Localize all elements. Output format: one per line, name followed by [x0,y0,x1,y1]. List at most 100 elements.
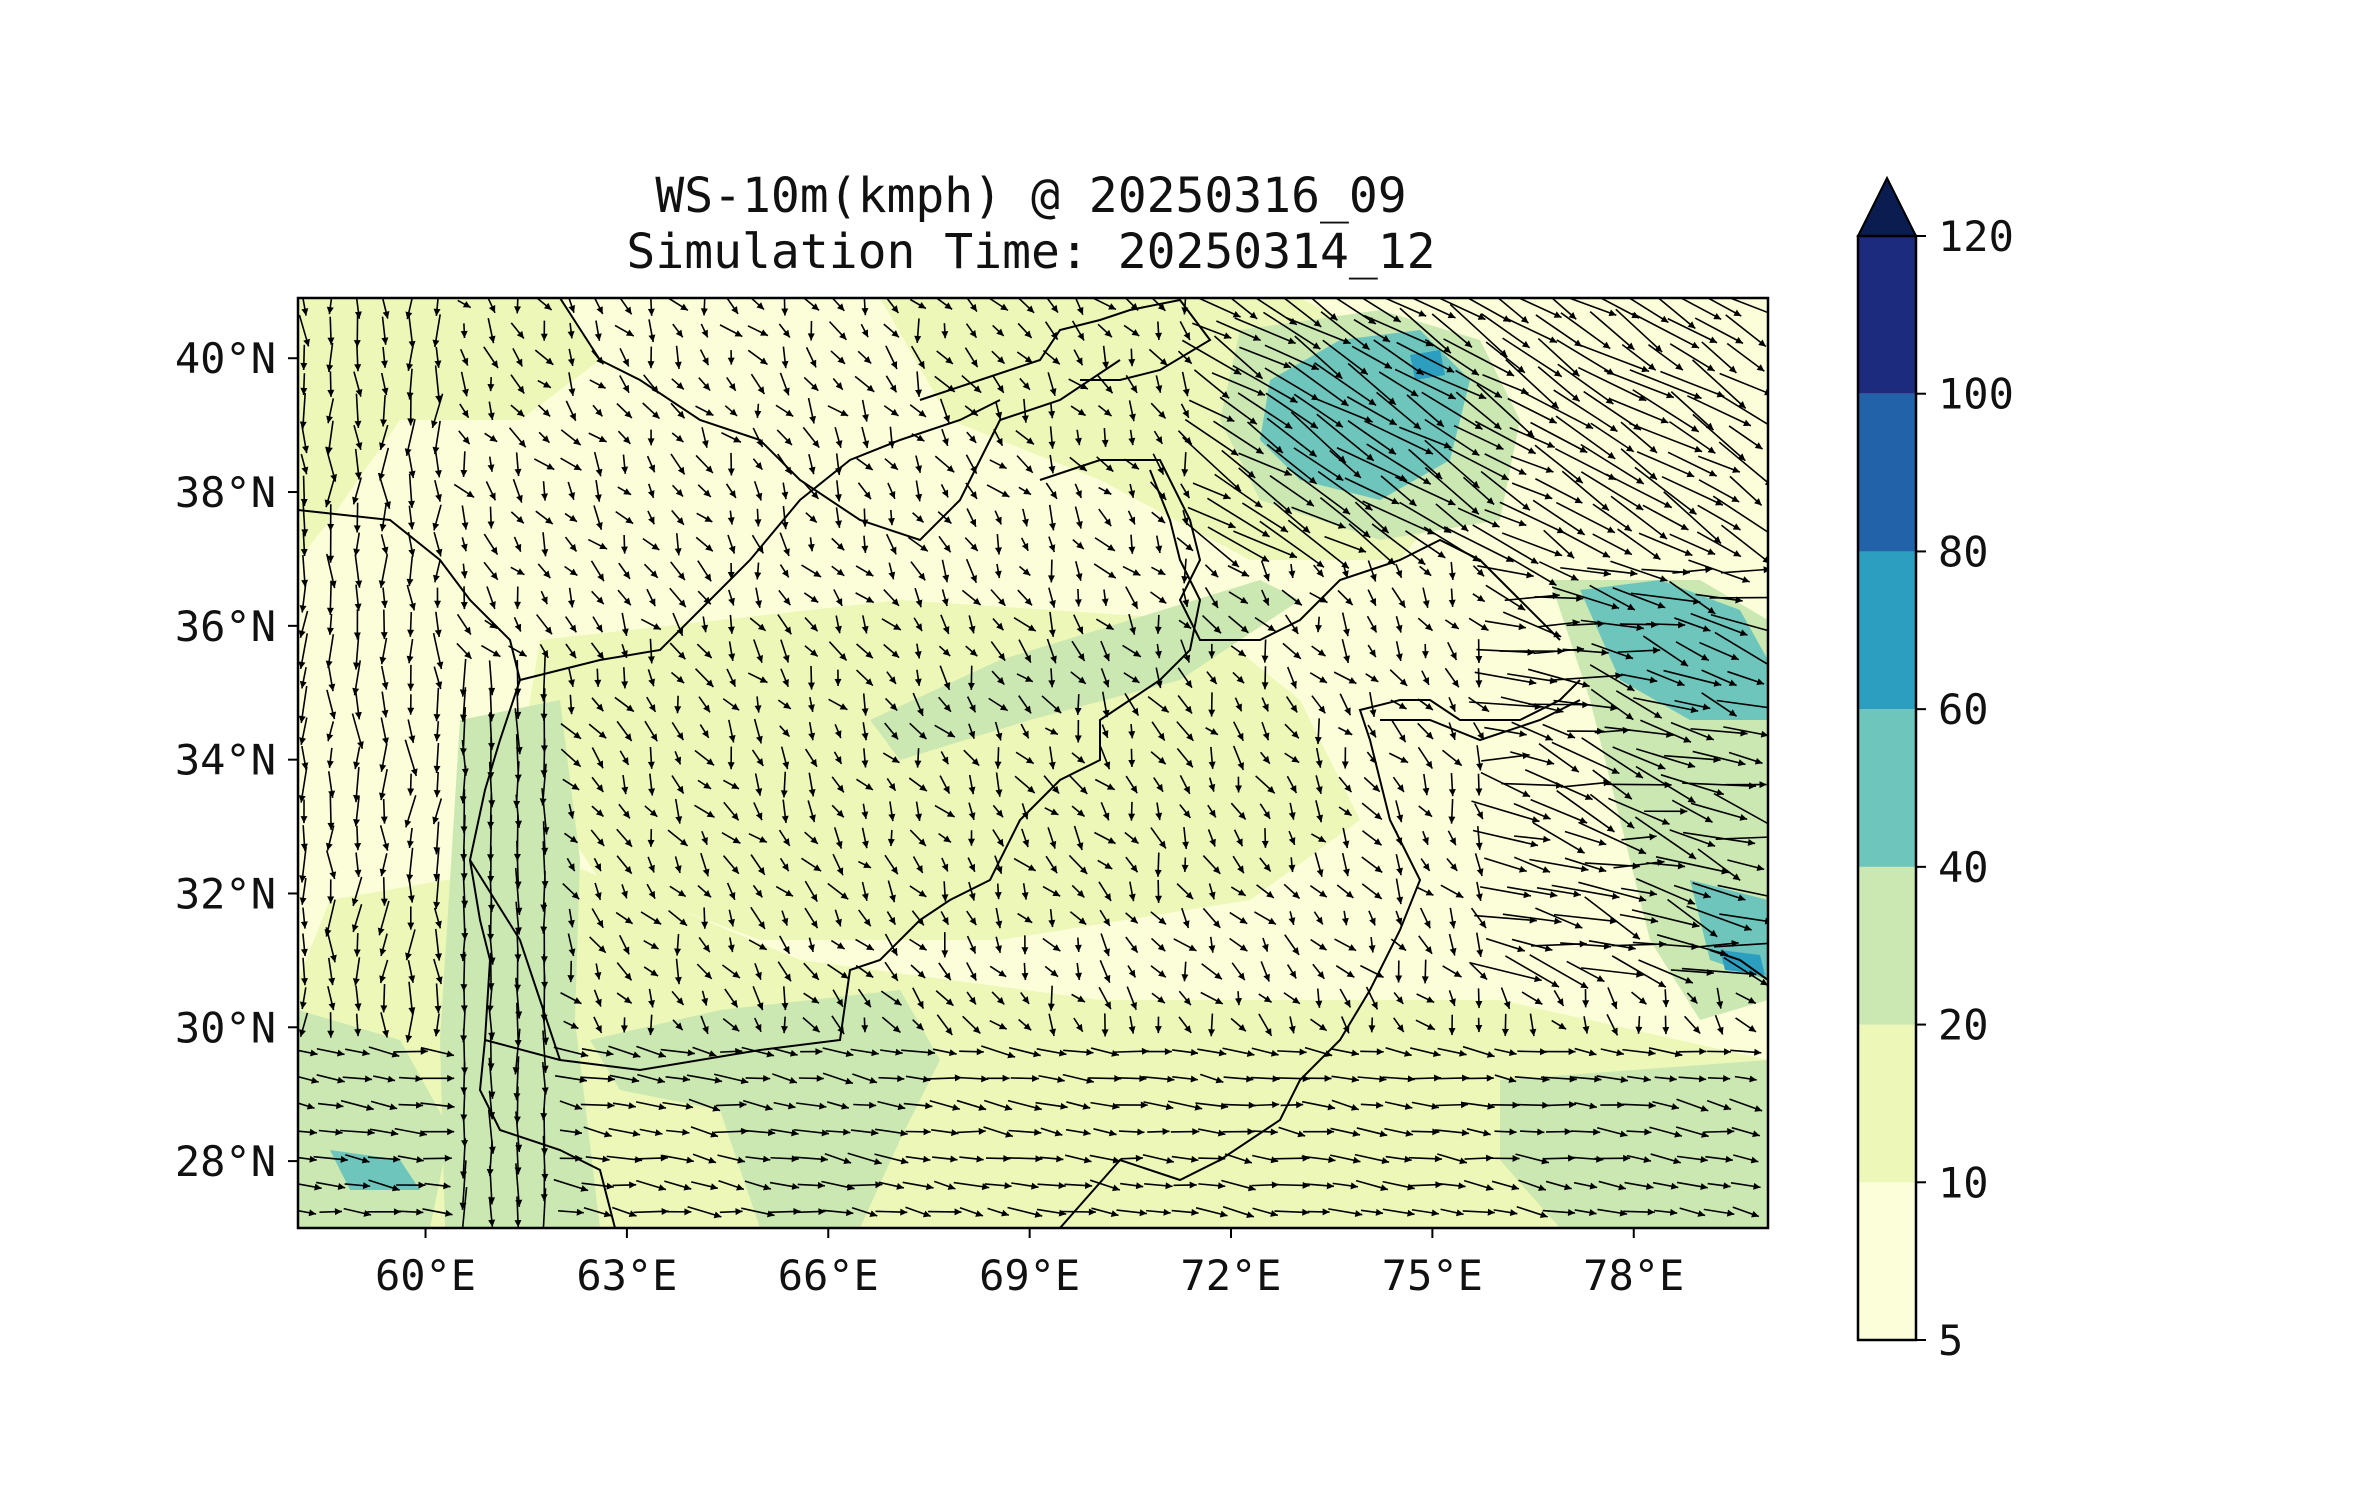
wind-arrow [667,298,689,312]
wind-arrow [458,430,471,445]
wind-arrow [780,771,788,798]
wind-arrow [1048,454,1056,474]
wind-arrow [1063,1048,1094,1056]
wind-arrow [887,482,896,500]
wind-arrow [694,749,715,766]
wind-arrow [379,853,388,877]
wind-arrow [1261,697,1269,712]
wind-arrow [932,1048,957,1057]
wind-arrow [1069,456,1088,472]
wind-arrow [644,720,658,742]
wind-arrow [407,664,415,691]
wind-arrow [878,1075,905,1083]
wind-arrow [1048,668,1056,688]
wind-arrow [1221,449,1256,479]
wind-arrow [780,639,790,663]
wind-arrow [1411,1101,1440,1110]
country-borders [298,298,1768,1228]
wind-arrow [1654,1208,1678,1216]
wind-arrow [855,938,875,951]
wind-arrow [1360,298,1402,323]
wind-arrow [994,721,1003,741]
map-frame [296,296,1770,1230]
wind-arrow [1115,1101,1148,1109]
wind-arrow [1071,752,1086,764]
wind-arrow [835,507,842,528]
wind-arrow [796,1102,827,1110]
wind-arrow [752,427,764,448]
wind-arrow [298,1209,317,1217]
wind-arrow [1072,539,1085,550]
wind-arrow [1703,1127,1735,1135]
wind-arrow [1074,429,1082,446]
wind-arrow [616,855,633,875]
wind-arrow [344,1182,371,1190]
wind-arrow [1096,456,1114,473]
wind-arrow [807,666,815,690]
wind-arrow [696,512,713,523]
wind-arrow [378,768,388,801]
wind-arrow [1539,561,1579,581]
wind-arrow [1474,853,1484,877]
wind-arrow [1707,1048,1732,1056]
wind-arrow [1577,366,1647,402]
wind-arrow [775,885,794,897]
wind-arrow [1176,883,1194,900]
wind-arrow [1127,965,1137,978]
wind-arrow [967,830,975,846]
wind-arrow [484,619,498,630]
wind-arrow [1274,1208,1310,1216]
wind-arrow [1472,524,1539,565]
wind-arrow [1146,1208,1171,1216]
wind-arrow [406,827,414,849]
wind-arrow [981,1045,1016,1059]
wind-arrow [1716,987,1724,1009]
wind-arrow [619,375,630,394]
wind-arrow [1313,911,1324,925]
wind-arrow [1367,644,1377,658]
wind-arrow [1064,1182,1093,1189]
wind-arrow [434,346,442,368]
wind-arrow [1201,963,1223,980]
wind-arrow [1128,400,1136,422]
wind-arrow [453,483,475,499]
wind-arrow [968,881,976,901]
wind-arrow [643,374,660,394]
wind-arrow [1222,1128,1255,1136]
wind-arrow [1395,563,1403,579]
wind-arrow [1644,807,1688,815]
colorbar-tick-label: 10 [1938,1158,1989,1207]
wind-arrow [1448,447,1510,481]
wind-arrow [1676,1181,1708,1191]
wind-arrow [540,654,548,702]
wind-arrow [1100,640,1110,662]
wind-arrow [1567,727,1605,735]
wind-arrow [910,964,926,979]
wind-arrow [564,832,578,844]
wind-arrow [1390,699,1407,710]
wind-arrow [850,1129,879,1136]
wind-arrow [1608,797,1670,825]
wind-arrow [940,911,950,926]
shade-10-20-south [298,860,1768,1228]
wind-arrow [1208,692,1216,717]
wind-arrow [661,1154,695,1164]
wind-arrow [959,1048,984,1056]
wind-arrow [852,1073,878,1084]
wind-arrow [884,933,899,956]
wind-arrow [1310,298,1338,321]
wind-arrow [1678,1048,1707,1056]
wind-arrow [1725,314,1767,348]
wind-arrow [1511,721,1554,741]
wind-arrow [1378,371,1419,397]
wind-arrow [1322,339,1369,376]
wind-arrow [1654,1075,1677,1083]
wind-arrow [1264,367,1320,401]
wind-arrow [1472,829,1539,848]
wind-arrow [667,829,689,847]
wind-arrow [1550,298,1577,320]
wind-arrow [1728,751,1763,765]
colorbar-frame [1856,234,1918,1342]
wind-arrow [327,771,336,799]
wind-arrow [831,537,845,551]
